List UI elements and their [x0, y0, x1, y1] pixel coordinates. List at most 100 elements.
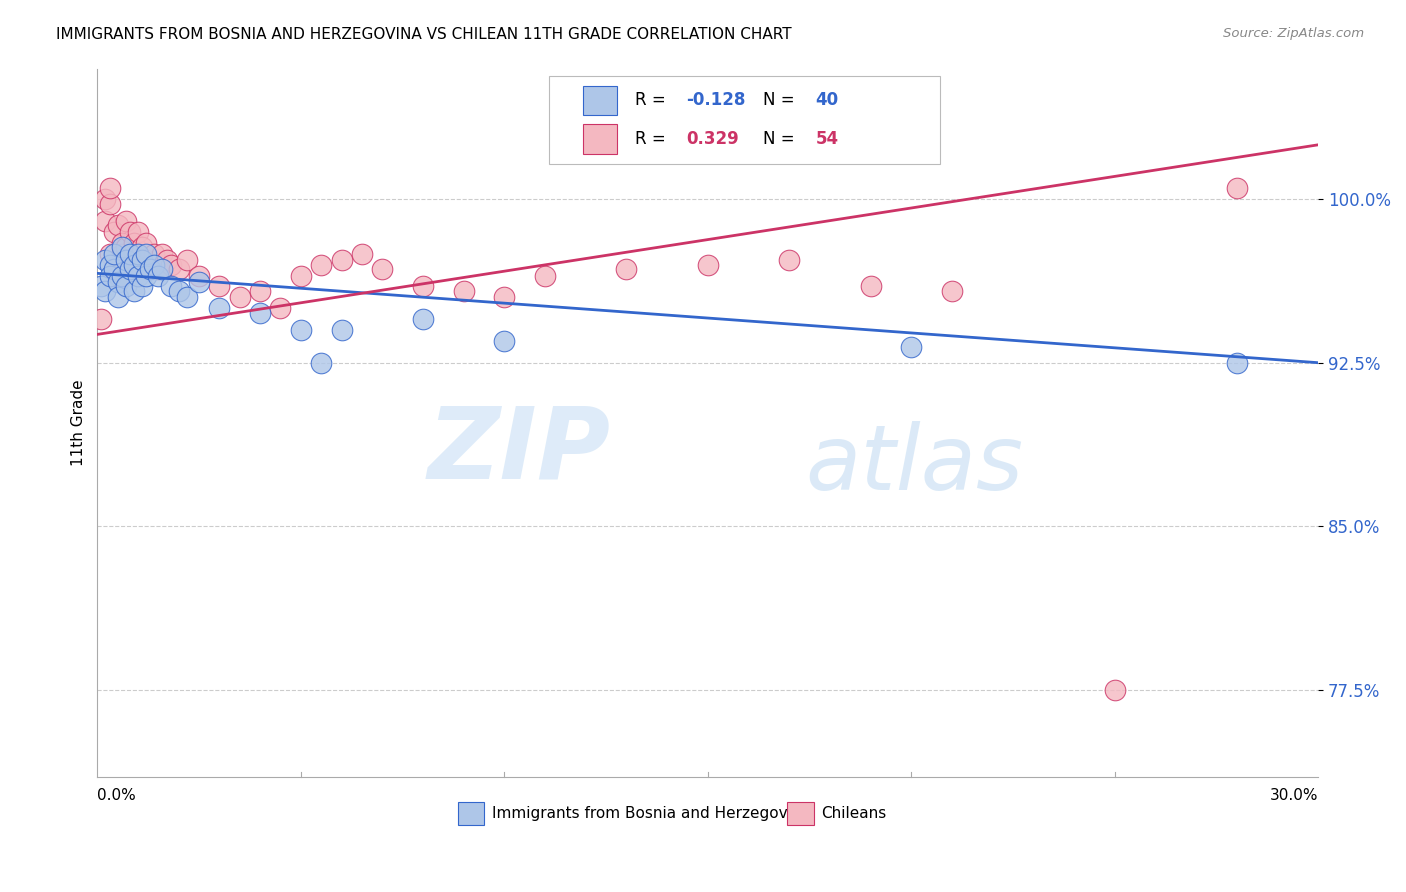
Point [176, 253, 198, 268]
Point [778, 253, 800, 268]
Text: R =: R = [634, 130, 671, 148]
Point [412, 312, 434, 326]
Point [90, 312, 112, 326]
Point [94, 253, 117, 268]
Point [107, 258, 129, 272]
Point [107, 290, 129, 304]
FancyBboxPatch shape [550, 76, 939, 164]
Point [111, 246, 134, 260]
Point [107, 275, 129, 289]
Text: Immigrants from Bosnia and Herzegovina: Immigrants from Bosnia and Herzegovina [492, 806, 811, 822]
Point [135, 246, 157, 260]
Point [290, 268, 312, 283]
FancyBboxPatch shape [457, 802, 485, 825]
Point [371, 262, 394, 277]
Point [249, 305, 271, 319]
Point [330, 253, 353, 268]
Point [111, 235, 134, 250]
Point [330, 323, 353, 337]
Point [229, 290, 252, 304]
Point [98, 196, 121, 211]
Point [188, 268, 211, 283]
Point [131, 262, 153, 277]
Point [616, 262, 638, 277]
Point [1226, 181, 1249, 195]
Point [103, 246, 125, 260]
Point [103, 262, 125, 277]
Point [122, 235, 145, 250]
Point [139, 262, 162, 277]
Y-axis label: 11th Grade: 11th Grade [72, 379, 86, 466]
Point [350, 246, 373, 260]
Point [167, 284, 190, 298]
Point [135, 253, 157, 268]
Point [127, 268, 149, 283]
Point [188, 275, 211, 289]
Point [118, 262, 141, 277]
Point [290, 323, 312, 337]
Point [107, 268, 129, 283]
Point [98, 258, 121, 272]
Text: Chileans: Chileans [821, 806, 887, 822]
Point [98, 268, 121, 283]
Text: 40: 40 [815, 91, 838, 110]
Point [155, 253, 177, 268]
Point [94, 192, 117, 206]
Point [115, 214, 138, 228]
Text: ZIP: ZIP [427, 402, 610, 500]
Point [696, 258, 718, 272]
Text: -0.128: -0.128 [686, 91, 745, 110]
Point [249, 284, 271, 298]
Point [122, 262, 145, 277]
Text: IMMIGRANTS FROM BOSNIA AND HERZEGOVINA VS CHILEAN 11TH GRADE CORRELATION CHART: IMMIGRANTS FROM BOSNIA AND HERZEGOVINA V… [56, 27, 792, 42]
Text: 30.0%: 30.0% [1270, 788, 1319, 803]
Point [115, 279, 138, 293]
FancyBboxPatch shape [583, 86, 617, 115]
Point [118, 253, 141, 268]
Text: Source: ZipAtlas.com: Source: ZipAtlas.com [1223, 27, 1364, 40]
Point [131, 240, 153, 254]
Point [1226, 356, 1249, 370]
Point [453, 284, 475, 298]
Point [309, 258, 332, 272]
Point [115, 253, 138, 268]
Point [167, 262, 190, 277]
Point [269, 301, 291, 316]
Point [98, 181, 121, 195]
Point [90, 279, 112, 293]
Point [122, 258, 145, 272]
Point [139, 258, 162, 272]
Point [148, 262, 170, 277]
FancyBboxPatch shape [583, 125, 617, 154]
Text: 0.0%: 0.0% [97, 788, 136, 803]
Point [534, 268, 557, 283]
Point [135, 235, 157, 250]
Point [494, 334, 516, 348]
Point [309, 356, 332, 370]
Point [103, 225, 125, 239]
Point [131, 253, 153, 268]
Point [143, 246, 166, 260]
Point [859, 279, 882, 293]
Point [208, 301, 231, 316]
Point [152, 262, 174, 277]
Point [111, 240, 134, 254]
Point [103, 262, 125, 277]
Point [143, 258, 166, 272]
Point [118, 225, 141, 239]
Text: N =: N = [763, 91, 800, 110]
FancyBboxPatch shape [787, 802, 814, 825]
Point [159, 279, 181, 293]
Text: 0.329: 0.329 [686, 130, 738, 148]
Text: atlas: atlas [806, 421, 1024, 509]
Point [208, 279, 231, 293]
Point [122, 284, 145, 298]
Point [115, 240, 138, 254]
Point [148, 268, 170, 283]
Point [135, 268, 157, 283]
Point [176, 290, 198, 304]
Point [127, 246, 149, 260]
Point [159, 258, 181, 272]
Point [412, 279, 434, 293]
Point [900, 341, 922, 355]
